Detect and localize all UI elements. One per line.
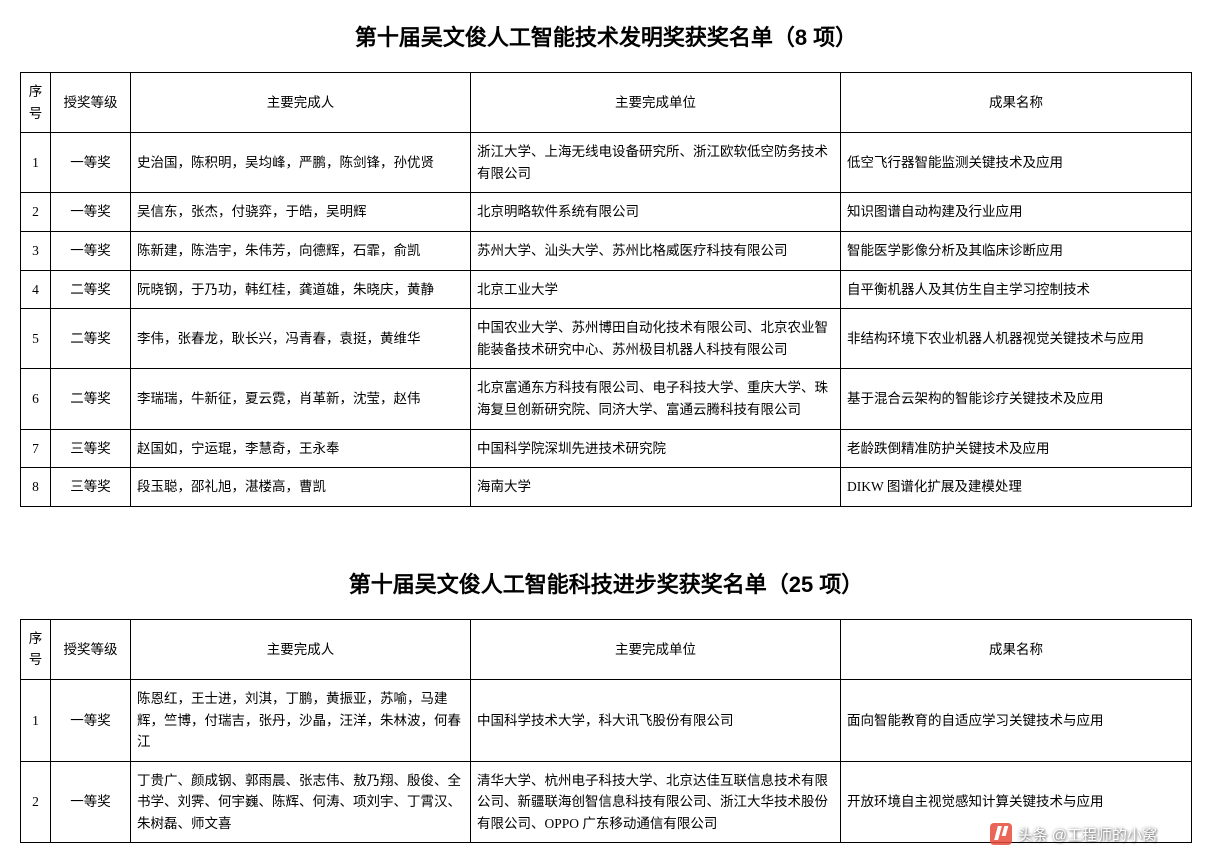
cell-people: 丁贵广、颜成钢、郭雨晨、张志伟、敖乃翔、殷俊、全书学、刘霁、何宇巍、陈辉、何涛、…	[131, 761, 471, 843]
section-invention-award: 第十届吴文俊人工智能技术发明奖获奖名单（8 项） 序号 授奖等级 主要完成人 主…	[20, 20, 1192, 507]
cell-idx: 8	[21, 468, 51, 507]
table-row: 6二等奖李瑞瑞，牛新征，夏云霓，肖革新，沈莹，赵伟北京富通东方科技有限公司、电子…	[21, 369, 1192, 429]
cell-result: 智能医学影像分析及其临床诊断应用	[841, 231, 1192, 270]
table-row: 1一等奖史治国，陈积明，吴均峰，严鹏，陈剑锋，孙优贤浙江大学、上海无线电设备研究…	[21, 133, 1192, 193]
cell-unit: 中国科学院深圳先进技术研究院	[471, 429, 841, 468]
cell-unit: 清华大学、杭州电子科技大学、北京达佳互联信息技术有限公司、新疆联海创智信息科技有…	[471, 761, 841, 843]
cell-idx: 2	[21, 761, 51, 843]
table-header-row: 序号 授奖等级 主要完成人 主要完成单位 成果名称	[21, 619, 1192, 679]
cell-unit: 苏州大学、汕头大学、苏州比格威医疗科技有限公司	[471, 231, 841, 270]
cell-idx: 3	[21, 231, 51, 270]
header-idx: 序号	[21, 73, 51, 133]
header-idx: 序号	[21, 619, 51, 679]
section2-title: 第十届吴文俊人工智能科技进步奖获奖名单（25 项）	[20, 567, 1192, 599]
cell-level: 二等奖	[51, 369, 131, 429]
cell-unit: 中国农业大学、苏州博田自动化技术有限公司、北京农业智能装备技术研究中心、苏州极目…	[471, 309, 841, 369]
watermark: 头条 @工程师的小窝	[990, 823, 1157, 845]
cell-people: 陈新建，陈浩宇，朱伟芳，向德辉，石霏，俞凯	[131, 231, 471, 270]
header-people: 主要完成人	[131, 619, 471, 679]
table-header-row: 序号 授奖等级 主要完成人 主要完成单位 成果名称	[21, 73, 1192, 133]
cell-level: 三等奖	[51, 468, 131, 507]
cell-idx: 6	[21, 369, 51, 429]
cell-result: 基于混合云架构的智能诊疗关键技术及应用	[841, 369, 1192, 429]
table-invention: 序号 授奖等级 主要完成人 主要完成单位 成果名称 1一等奖史治国，陈积明，吴均…	[20, 72, 1192, 507]
cell-unit: 北京明略软件系统有限公司	[471, 193, 841, 232]
cell-result: 自平衡机器人及其仿生自主学习控制技术	[841, 270, 1192, 309]
cell-idx: 4	[21, 270, 51, 309]
cell-result: 面向智能教育的自适应学习关键技术与应用	[841, 679, 1192, 761]
cell-idx: 5	[21, 309, 51, 369]
table-row: 7三等奖赵国如，宁运琨，李慧奇，王永奉中国科学院深圳先进技术研究院老龄跌倒精准防…	[21, 429, 1192, 468]
cell-unit: 北京富通东方科技有限公司、电子科技大学、重庆大学、珠海复旦创新研究院、同济大学、…	[471, 369, 841, 429]
table-row: 3一等奖陈新建，陈浩宇，朱伟芳，向德辉，石霏，俞凯苏州大学、汕头大学、苏州比格威…	[21, 231, 1192, 270]
cell-result: DIKW 图谱化扩展及建模处理	[841, 468, 1192, 507]
watermark-text: 头条 @工程师的小窝	[1018, 824, 1157, 845]
cell-people: 史治国，陈积明，吴均峰，严鹏，陈剑锋，孙优贤	[131, 133, 471, 193]
table-row: 2一等奖吴信东，张杰，付骁弈，于皓，吴明辉北京明略软件系统有限公司知识图谱自动构…	[21, 193, 1192, 232]
cell-level: 一等奖	[51, 679, 131, 761]
cell-people: 段玉聪，邵礼旭，湛楼高，曹凯	[131, 468, 471, 507]
cell-level: 二等奖	[51, 270, 131, 309]
header-unit: 主要完成单位	[471, 619, 841, 679]
cell-unit: 浙江大学、上海无线电设备研究所、浙江欧软低空防务技术有限公司	[471, 133, 841, 193]
cell-idx: 2	[21, 193, 51, 232]
cell-result: 老龄跌倒精准防护关键技术及应用	[841, 429, 1192, 468]
cell-unit: 中国科学技术大学，科大讯飞股份有限公司	[471, 679, 841, 761]
cell-idx: 1	[21, 133, 51, 193]
cell-unit: 海南大学	[471, 468, 841, 507]
cell-result: 非结构环境下农业机器人机器视觉关键技术与应用	[841, 309, 1192, 369]
cell-unit: 北京工业大学	[471, 270, 841, 309]
cell-people: 阮晓钢，于乃功，韩红桂，龚道雄，朱晓庆，黄静	[131, 270, 471, 309]
header-people: 主要完成人	[131, 73, 471, 133]
section-progress-award: 第十届吴文俊人工智能科技进步奖获奖名单（25 项） 序号 授奖等级 主要完成人 …	[20, 567, 1192, 844]
header-result: 成果名称	[841, 73, 1192, 133]
table-progress: 序号 授奖等级 主要完成人 主要完成单位 成果名称 1一等奖陈恩红，王士进，刘淇…	[20, 619, 1192, 844]
header-unit: 主要完成单位	[471, 73, 841, 133]
cell-result: 低空飞行器智能监测关键技术及应用	[841, 133, 1192, 193]
cell-people: 赵国如，宁运琨，李慧奇，王永奉	[131, 429, 471, 468]
cell-idx: 7	[21, 429, 51, 468]
header-level: 授奖等级	[51, 619, 131, 679]
cell-people: 陈恩红，王士进，刘淇，丁鹏，黄振亚，苏喻，马建辉，竺博，付瑞吉，张丹，沙晶，汪洋…	[131, 679, 471, 761]
cell-people: 吴信东，张杰，付骁弈，于皓，吴明辉	[131, 193, 471, 232]
cell-level: 三等奖	[51, 429, 131, 468]
cell-level: 一等奖	[51, 761, 131, 843]
cell-level: 一等奖	[51, 231, 131, 270]
cell-level: 一等奖	[51, 193, 131, 232]
table-row: 4二等奖阮晓钢，于乃功，韩红桂，龚道雄，朱晓庆，黄静北京工业大学自平衡机器人及其…	[21, 270, 1192, 309]
cell-people: 李瑞瑞，牛新征，夏云霓，肖革新，沈莹，赵伟	[131, 369, 471, 429]
table-row: 5二等奖李伟，张春龙，耿长兴，冯青春，袁挺，黄维华中国农业大学、苏州博田自动化技…	[21, 309, 1192, 369]
header-level: 授奖等级	[51, 73, 131, 133]
cell-result: 知识图谱自动构建及行业应用	[841, 193, 1192, 232]
section1-title: 第十届吴文俊人工智能技术发明奖获奖名单（8 项）	[20, 20, 1192, 52]
cell-idx: 1	[21, 679, 51, 761]
table-row: 8三等奖段玉聪，邵礼旭，湛楼高，曹凯海南大学DIKW 图谱化扩展及建模处理	[21, 468, 1192, 507]
cell-people: 李伟，张春龙，耿长兴，冯青春，袁挺，黄维华	[131, 309, 471, 369]
cell-level: 二等奖	[51, 309, 131, 369]
header-result: 成果名称	[841, 619, 1192, 679]
toutiao-icon	[990, 823, 1012, 845]
table-row: 1一等奖陈恩红，王士进，刘淇，丁鹏，黄振亚，苏喻，马建辉，竺博，付瑞吉，张丹，沙…	[21, 679, 1192, 761]
cell-level: 一等奖	[51, 133, 131, 193]
